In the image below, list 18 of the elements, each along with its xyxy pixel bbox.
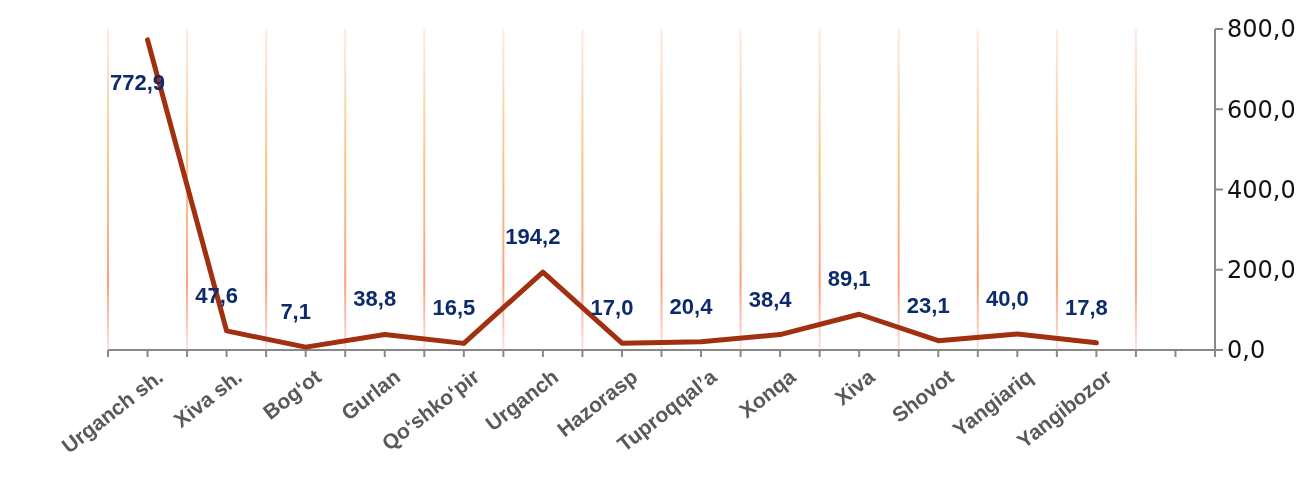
- text: 38,4: [748, 286, 792, 312]
- text: 38,8: [353, 286, 397, 312]
- text: 20,4: [669, 293, 713, 319]
- y-tick-label: 0,0: [1227, 336, 1266, 365]
- y-tick-label: 200,0: [1227, 256, 1296, 285]
- text: 16,5: [432, 295, 476, 321]
- text: 17,8: [1064, 294, 1108, 320]
- x-tick-label: Xiva: [830, 364, 879, 410]
- text: 7,1: [280, 299, 311, 325]
- text: 17,0: [590, 295, 634, 321]
- text: 89,1: [827, 266, 871, 292]
- y-tick-label: 400,0: [1227, 175, 1296, 204]
- text: 194,2: [505, 224, 561, 250]
- y-tick-label: 800,0: [1227, 15, 1296, 44]
- y-tick-label: 600,0: [1227, 95, 1296, 124]
- text: 23,1: [906, 292, 950, 318]
- x-tick-label: Xiva sh.: [169, 364, 247, 432]
- text: 40,0: [985, 285, 1029, 311]
